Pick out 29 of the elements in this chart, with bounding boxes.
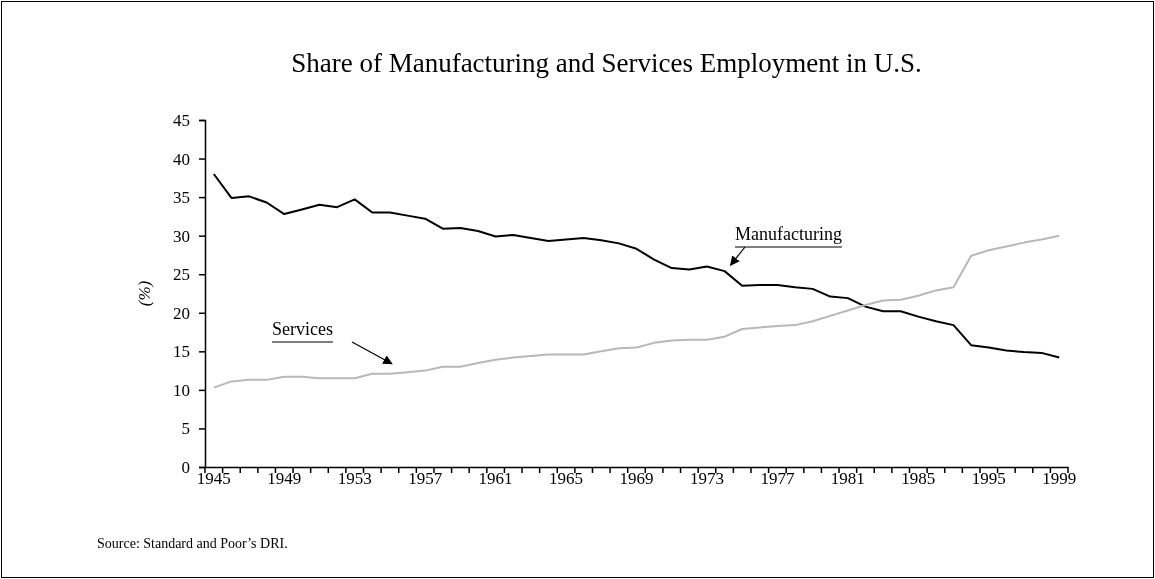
y-tick-label: 20 xyxy=(173,303,190,323)
y-tick-label: 15 xyxy=(173,342,190,362)
y-tick-label: 45 xyxy=(173,110,190,130)
y-tick-label: 40 xyxy=(173,149,190,169)
x-tick-label: 1985 xyxy=(901,469,936,488)
x-tick-label: 1945 xyxy=(196,469,231,488)
x-tick-label: 1995 xyxy=(971,469,1006,488)
chart-title: Share of Manufacturing and Services Employment in U.S. xyxy=(291,48,922,78)
x-tick-label: 1973 xyxy=(689,469,724,488)
y-tick-label: 0 xyxy=(181,457,190,477)
y-tick-label: 30 xyxy=(173,226,190,246)
x-tick-label: 1949 xyxy=(267,469,302,488)
y-tick-label: 10 xyxy=(173,380,190,400)
y-tick-label: 35 xyxy=(173,188,190,208)
y-tick-label: 5 xyxy=(181,419,190,439)
x-tick-label: 1977 xyxy=(760,469,795,488)
x-tick-label: 1969 xyxy=(619,469,654,488)
x-tick-label: 1981 xyxy=(830,469,865,488)
y-tick-label: 25 xyxy=(173,265,190,285)
x-tick-label: 1965 xyxy=(549,469,584,488)
series-label: Manufacturing xyxy=(735,224,842,244)
source-note: Source: Standard and Poor’s DRI. xyxy=(97,536,288,551)
line-series xyxy=(212,172,1061,359)
y-axis-title: (%) xyxy=(135,280,154,307)
x-tick-label: 1953 xyxy=(337,469,372,488)
x-tick-label: 1961 xyxy=(478,469,513,488)
text: Services xyxy=(272,319,333,339)
x-tick-label: 1957 xyxy=(408,469,443,488)
x-tick-label: 1999 xyxy=(1042,469,1077,488)
